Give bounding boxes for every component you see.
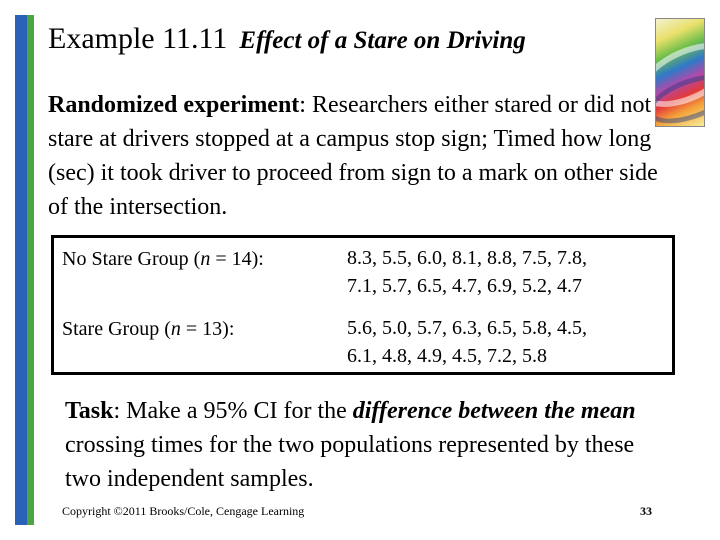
group-values-line: 7.1, 5.7, 6.5, 4.7, 6.9, 5.2, 4.7 bbox=[347, 275, 582, 297]
group-n-prefix: ( bbox=[193, 248, 201, 270]
group-label: No Stare Group (n = 14): bbox=[62, 248, 264, 271]
group-values-line: 6.1, 4.8, 4.9, 4.5, 7.2, 5.8 bbox=[347, 345, 547, 367]
task-text: : Make a 95% CI for the bbox=[113, 398, 353, 424]
intro-text: : Researchers either stared or did not s… bbox=[48, 92, 658, 220]
group-label: Stare Group (n = 13): bbox=[62, 318, 234, 341]
intro-lead: Randomized experiment bbox=[48, 92, 300, 118]
intro-paragraph: Randomized experiment: Researchers eithe… bbox=[48, 88, 658, 224]
group-values-line: 8.3, 5.5, 6.0, 8.1, 8.8, 7.5, 7.8, bbox=[347, 247, 587, 269]
group-n-symbol: n bbox=[170, 318, 181, 340]
group-n-prefix: ( bbox=[164, 318, 171, 340]
task-lead: Task bbox=[65, 398, 114, 424]
group-n-suffix: = 14): bbox=[210, 248, 264, 270]
publisher-logo-icon bbox=[655, 18, 705, 127]
group-name: Stare Group bbox=[62, 318, 160, 340]
group-values: 5.6, 5.0, 5.7, 6.3, 6.5, 5.8, 4.5, 6.1, … bbox=[347, 314, 587, 370]
group-values: 8.3, 5.5, 6.0, 8.1, 8.8, 7.5, 7.8, 7.1, … bbox=[347, 244, 587, 300]
group-n-suffix: = 13): bbox=[180, 318, 235, 340]
task-text: crossing times for the two populations r… bbox=[65, 432, 635, 492]
page-number: 33 bbox=[640, 504, 652, 518]
copyright-text: Copyright ©2011 Brooks/Cole, Cengage Lea… bbox=[62, 504, 305, 518]
data-table-box: No Stare Group (n = 14): 8.3, 5.5, 6.0, … bbox=[51, 235, 675, 375]
group-n-symbol: n bbox=[200, 248, 211, 270]
task-emphasis: difference between the mean bbox=[352, 398, 636, 424]
title-main: Example 11.11 bbox=[48, 22, 228, 55]
left-accent-bar-blue bbox=[15, 15, 27, 525]
left-accent-bar-green bbox=[27, 15, 34, 525]
title-subtitle: Effect of a Stare on Driving bbox=[239, 27, 526, 54]
group-values-line: 5.6, 5.0, 5.7, 6.3, 6.5, 5.8, 4.5, bbox=[347, 317, 587, 339]
group-name: No Stare Group bbox=[62, 248, 189, 270]
task-paragraph: Task: Make a 95% CI for the difference b… bbox=[65, 394, 655, 496]
slide-title: Example 11.11 Effect of a Stare on Drivi… bbox=[48, 22, 526, 56]
